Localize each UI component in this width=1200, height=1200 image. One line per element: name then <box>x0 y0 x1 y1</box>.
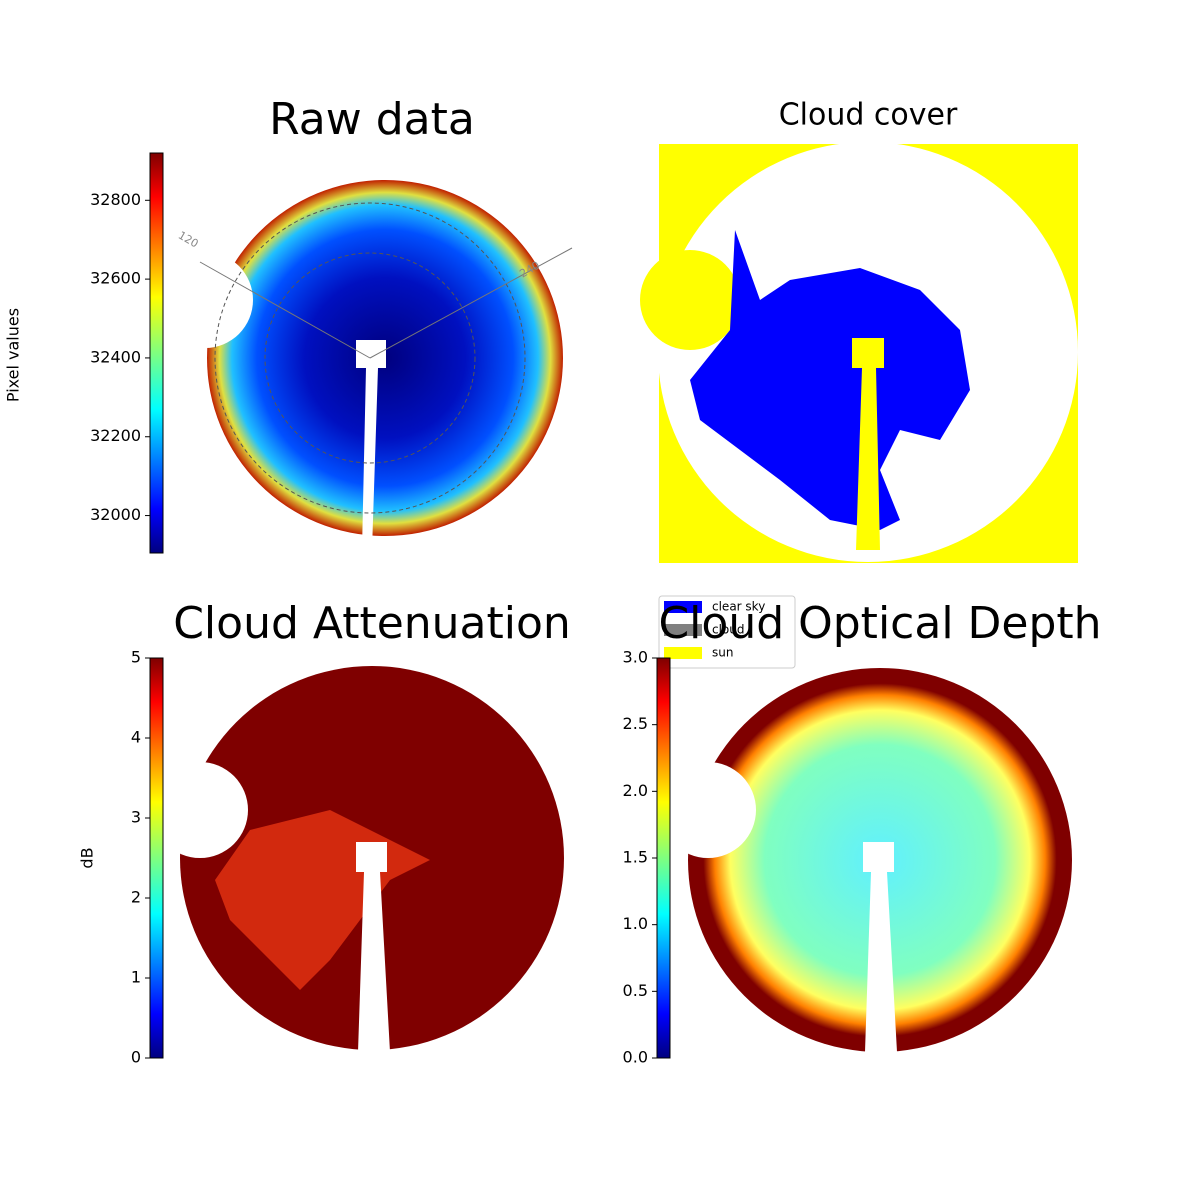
tick-label: 1 <box>131 968 141 987</box>
colorbar-label: dB <box>78 847 97 868</box>
tick-label: 32600 <box>90 269 141 288</box>
tick-label: 3 <box>131 808 141 827</box>
panel-title: Raw data <box>269 94 475 145</box>
colorbar <box>149 657 164 1059</box>
tick-label: 1.5 <box>623 848 648 867</box>
tick-label: 4 <box>131 728 141 747</box>
legend-label: clear sky <box>712 600 765 614</box>
optical-depth-image <box>660 668 1090 1072</box>
tick-label: 32200 <box>90 426 141 445</box>
legend-swatch <box>664 624 702 636</box>
tick-label: 32800 <box>90 190 141 209</box>
tick-label: 0 <box>131 1048 141 1067</box>
tick-label: 32000 <box>90 505 141 524</box>
tick-label: 0.5 <box>623 981 648 1000</box>
raw-image <box>157 180 573 550</box>
polar-annotation: 120 <box>176 229 201 251</box>
tick-label: 3.0 <box>623 648 648 667</box>
tick-label: 0.0 <box>623 1048 648 1067</box>
panel-title: Cloud Optical Depth <box>658 598 1101 649</box>
colorbar <box>656 657 671 1059</box>
legend-label: sun <box>712 646 733 660</box>
colorbar <box>149 152 164 554</box>
tick-label: 2.5 <box>623 714 648 733</box>
colorbar-label: Pixel values <box>4 308 23 402</box>
tick-label: 32400 <box>90 347 141 366</box>
legend-label: cloud <box>712 623 745 637</box>
attenuation-image <box>150 666 580 1072</box>
panel-title: Cloud cover <box>779 98 958 133</box>
tick-label: 1.0 <box>623 914 648 933</box>
legend-swatch <box>664 647 702 659</box>
tick-label: 2.0 <box>623 781 648 800</box>
legend-swatch <box>664 601 702 613</box>
cloud-cover-image <box>640 142 1078 563</box>
panel-title: Cloud Attenuation <box>173 598 571 649</box>
tick-label: 2 <box>131 888 141 907</box>
tick-label: 5 <box>131 648 141 667</box>
